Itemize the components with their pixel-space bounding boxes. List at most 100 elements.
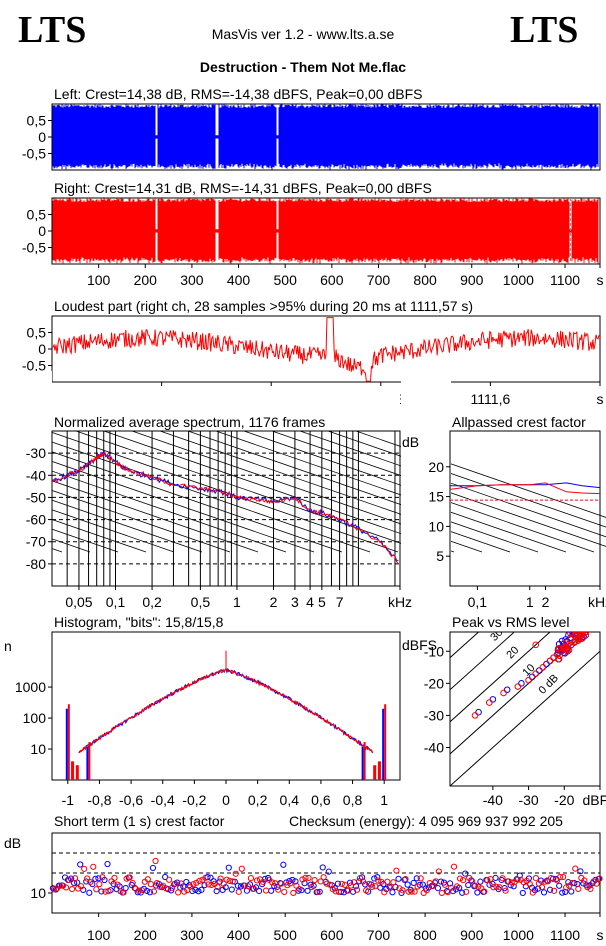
short_term_crest-ytick-label: 10 — [30, 885, 46, 901]
short_term_crest-point — [87, 878, 94, 886]
avg_spectrum-ytick-label: -30 — [26, 445, 46, 461]
short_term_crest-xtick-label: 400 — [227, 927, 251, 943]
short_term_crest-point — [168, 884, 176, 891]
left_waveform-title: Left: Crest=14,38 dB, RMS=-14,38 dBFS, P… — [54, 86, 422, 102]
avg_spectrum-xtick-label: 0,1 — [106, 594, 126, 610]
short_term_crest-point — [396, 885, 403, 892]
short_term_crest-point — [401, 876, 408, 883]
right_waveform-waveform — [52, 198, 599, 264]
short_term_crest-point — [78, 883, 85, 890]
histogram-xtick-label: -0,8 — [87, 792, 111, 808]
short_term_crest-point — [262, 887, 270, 894]
avg_spectrum-slope — [0, 472, 231, 553]
right_waveform-title: Right: Crest=14,31 dB, RMS=-14,31 dBFS, … — [54, 180, 432, 196]
loudest_part-ytick-label: -0,5 — [22, 358, 46, 374]
avg_spectrum-xtick-label: 5 — [318, 594, 326, 610]
short_term_crest-point — [255, 887, 263, 895]
short_term_crest-point — [369, 883, 376, 890]
peak_vs_rms-point — [555, 655, 563, 663]
peak_vs_rms-xtick-label: -30 — [518, 792, 538, 808]
short_term_crest-point — [386, 883, 393, 890]
avg_spectrum-slope — [187, 430, 539, 553]
short_term_crest-point — [229, 878, 236, 885]
allpassed_crest-line-1 — [449, 482, 601, 495]
short_term_crest-point — [77, 861, 84, 868]
histogram-xtick-label: 0,2 — [248, 792, 268, 808]
peak_vs_rms-crest-line — [450, 650, 600, 786]
short_term_crest-point — [584, 884, 591, 891]
loudest_part-ytick-label: 0,5 — [27, 325, 47, 341]
short_term_crest-point — [466, 874, 473, 882]
short_term_crest-point — [499, 875, 506, 882]
peak_vs_rms-point — [580, 620, 586, 626]
short_term_crest-point — [475, 883, 482, 890]
short_term_crest-point — [241, 882, 248, 889]
left_waveform-series — [52, 104, 599, 170]
short_term_crest-point — [325, 868, 332, 875]
short_term_crest-point — [450, 863, 458, 870]
right_waveform-xtick-label: 100 — [87, 272, 111, 288]
short_term_crest-point — [275, 886, 282, 893]
allpassed_crest-ytick-label: 5 — [436, 548, 444, 564]
brand-logo-left: LTS — [18, 9, 87, 51]
short_term_crest-point — [350, 879, 358, 886]
short_term_crest-checksum: Checksum (energy): 4 095 969 937 992 205 — [289, 813, 563, 829]
avg_spectrum-ytick-label: -40 — [26, 467, 46, 483]
peak_vs_rms-point — [500, 689, 507, 697]
short_term_crest-point — [228, 886, 235, 893]
short_term_crest-point — [444, 889, 452, 896]
short_term_crest-point — [65, 876, 73, 883]
short_term_crest-point — [540, 889, 548, 896]
short_term_crest-point — [172, 880, 179, 887]
short_term_crest-point — [469, 878, 476, 885]
short_term_crest-point — [541, 878, 549, 885]
avg_spectrum-slope — [0, 510, 119, 553]
short_term_crest-point — [165, 876, 173, 883]
short_term_crest-point — [305, 874, 312, 882]
peak_vs_rms-point — [556, 652, 563, 660]
short_term_crest-point — [98, 888, 105, 895]
short_term_crest-point — [441, 881, 449, 888]
brand-logo-right: LTS — [510, 9, 579, 51]
short_term_crest-point — [572, 865, 579, 872]
peak_vs_rms-point — [571, 639, 578, 646]
short_term_crest-point — [181, 888, 188, 895]
allpassed_crest-xtick-label: kHz — [588, 594, 606, 610]
short_term_crest-point — [287, 880, 294, 887]
short_term_crest-point — [408, 888, 415, 895]
short_term_crest-point — [492, 874, 499, 882]
right_waveform-ytick-label: 0 — [38, 223, 46, 239]
short_term_crest-point — [546, 886, 554, 893]
allpassed_crest-title: Allpassed crest factor — [452, 414, 586, 430]
short_term_crest-point — [356, 875, 364, 882]
short_term_crest-point — [520, 879, 527, 886]
short_term_crest-point — [196, 877, 203, 885]
short_term_crest-point — [83, 878, 90, 885]
short_term_crest-point — [587, 885, 594, 893]
peak_vs_rms-point — [581, 620, 587, 626]
avg_spectrum-slope — [0, 491, 175, 553]
short_term_crest-point — [571, 880, 578, 887]
app-title: MasVis ver 1.2 - www.lts.a.se — [211, 26, 395, 42]
avg_spectrum-frame — [51, 430, 401, 587]
left_waveform-ytick-label: 0,5 — [27, 113, 47, 129]
short_term_crest-point — [459, 889, 466, 896]
peak_vs_rms-point — [532, 641, 540, 649]
short_term_crest-point — [278, 880, 285, 887]
histogram-curve-right — [78, 668, 374, 754]
short_term_crest-point — [593, 880, 600, 887]
histogram-xtick-label: -0,4 — [151, 792, 175, 808]
peak_vs_rms-crest-label: 30 — [488, 627, 505, 644]
short_term_crest-xtick-label: 100 — [87, 927, 111, 943]
histogram-xtick-label: 0,6 — [311, 792, 331, 808]
track-title: Destruction - Them Not Me.flac — [199, 59, 407, 75]
short_term_crest-point — [201, 882, 208, 889]
avg_spectrum-slope — [327, 430, 606, 528]
histogram-xtick-label: 0,4 — [280, 792, 300, 808]
short_term_crest-point — [52, 886, 60, 893]
avg_spectrum-xtick-label: 0,05 — [65, 594, 92, 610]
short_term_crest-point — [292, 878, 299, 885]
short_term_crest-point — [417, 875, 424, 882]
histogram-ytick-label: 100 — [23, 710, 47, 726]
right_waveform-xtick-label: 300 — [180, 272, 204, 288]
